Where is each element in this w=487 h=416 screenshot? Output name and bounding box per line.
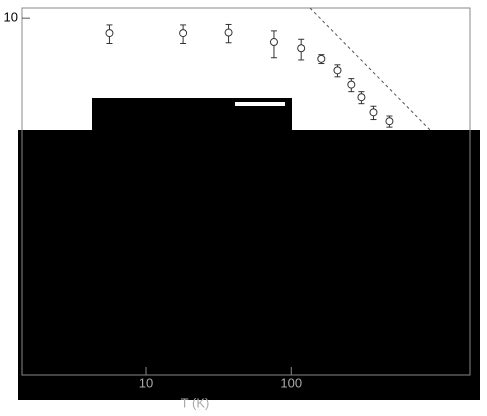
data-point: [297, 44, 306, 53]
dashed-guide: [309, 7, 433, 133]
y-tick-label: 10: [4, 10, 18, 25]
plot-frame: [21, 7, 471, 376]
data-point: [179, 29, 188, 38]
data-point: [357, 93, 366, 102]
data-point: [105, 29, 114, 38]
x-tick-label: 100: [280, 375, 302, 390]
glitch-region: [18, 130, 480, 400]
x-axis-label: T (K): [181, 395, 210, 410]
data-point: [369, 108, 378, 117]
data-point: [385, 117, 394, 126]
data-point: [333, 66, 342, 75]
data-point: [347, 80, 356, 89]
data-point: [317, 54, 326, 63]
x-tick-label: 10: [139, 375, 153, 390]
glitch-bar: [235, 102, 285, 106]
data-point: [224, 28, 233, 37]
data-point: [269, 38, 278, 47]
